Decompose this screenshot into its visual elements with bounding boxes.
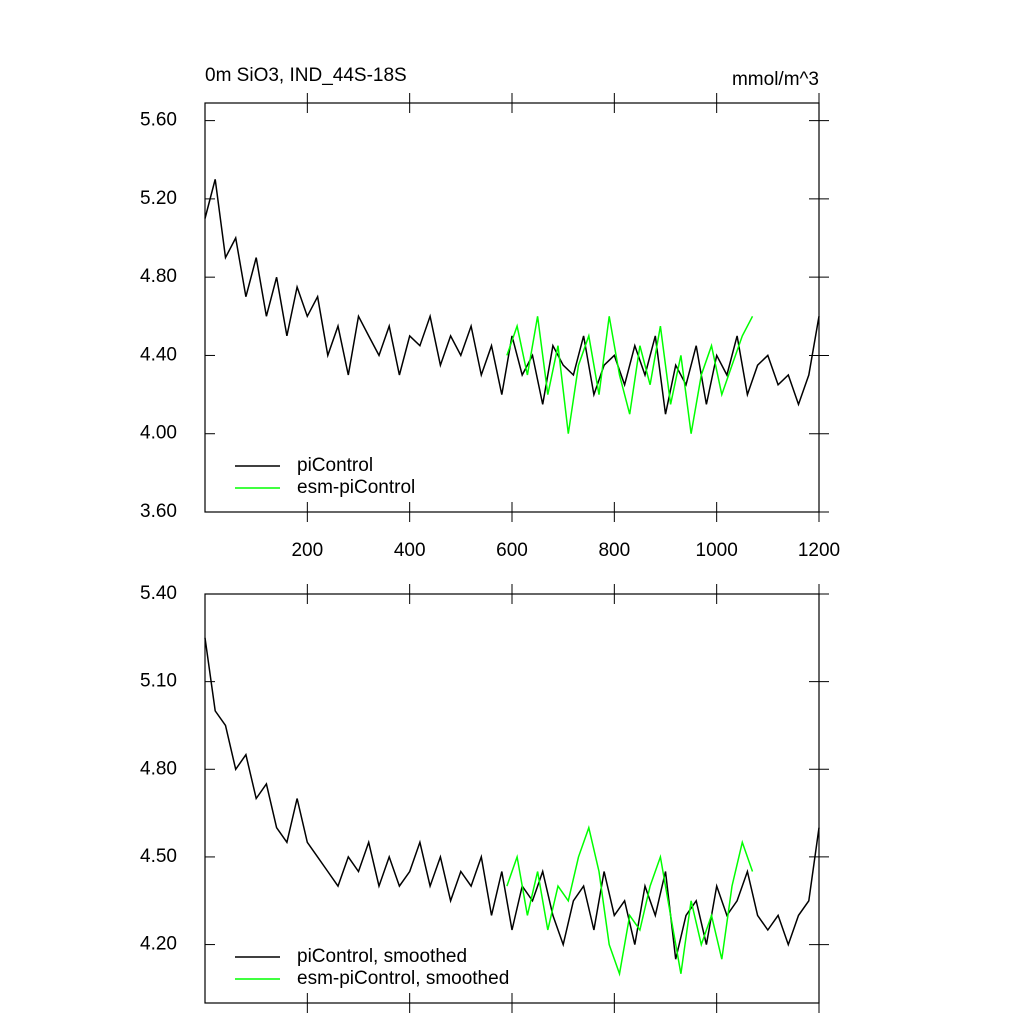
series-line xyxy=(506,315,754,434)
x-tick-label: 200 xyxy=(291,540,323,561)
y-tick-label: 4.20 xyxy=(140,934,177,955)
y-tick-label: 5.10 xyxy=(140,671,177,692)
legend-label: piControl xyxy=(297,455,373,476)
legend-label: piControl, smoothed xyxy=(297,946,467,967)
x-tick-label: 1200 xyxy=(798,540,840,561)
series-line xyxy=(204,637,820,960)
y-tick-label: 4.80 xyxy=(140,758,177,779)
units-label: mmol/m^3 xyxy=(732,69,819,90)
x-tick-label: 600 xyxy=(496,540,528,561)
x-tick-label: 1000 xyxy=(696,540,738,561)
x-tick-label: 400 xyxy=(394,540,426,561)
y-tick-label: 3.60 xyxy=(140,501,177,522)
series-line xyxy=(204,179,820,415)
y-tick-label: 4.80 xyxy=(140,266,177,287)
plot-frame xyxy=(204,102,820,513)
y-tick-label: 4.40 xyxy=(140,344,177,365)
series-line xyxy=(506,825,754,977)
chart-title: 0m SiO3, IND_44S-18S xyxy=(205,65,407,86)
legend-label: esm-piControl xyxy=(297,477,415,498)
y-tick-label: 5.20 xyxy=(140,188,177,209)
y-tick-label: 5.40 xyxy=(140,583,177,604)
y-tick-label: 4.00 xyxy=(140,423,177,444)
y-tick-label: 4.50 xyxy=(140,846,177,867)
legend-label: esm-piControl, smoothed xyxy=(297,968,509,989)
x-tick-label: 800 xyxy=(598,540,630,561)
y-tick-label: 5.60 xyxy=(140,110,177,131)
